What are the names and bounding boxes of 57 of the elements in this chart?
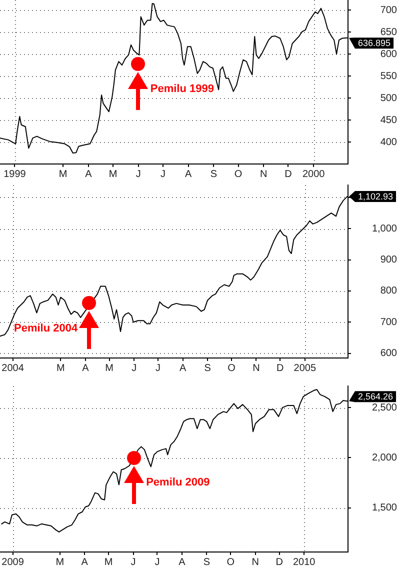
x-tick-label: J [156, 362, 161, 374]
y-tick-label: 700 [380, 4, 398, 16]
annotation: Pemilu 2009 [146, 476, 210, 489]
x-tick-label: 1999 [4, 168, 26, 180]
x-tick-label: M [104, 556, 113, 568]
x-tick-label: O [234, 168, 242, 180]
x-tick-label: A [184, 168, 192, 180]
x-tick-label: M [108, 168, 118, 180]
data-label: 1,102.93 [358, 192, 394, 202]
x-tick-label: A [178, 556, 186, 568]
y-tick-label: 900 [380, 254, 398, 266]
x-tick-label: M [58, 168, 68, 180]
x-tick-label: 2004 [2, 362, 24, 374]
y-tick-label: 2,000 [372, 452, 398, 464]
x-tick-label: O [226, 556, 235, 568]
x-tick-label: M [56, 362, 65, 374]
x-tick-label: J [154, 556, 160, 568]
x-tick-label: J [132, 362, 137, 374]
x-tick-label: 2009 [2, 556, 24, 568]
x-tick-label: O [228, 362, 236, 374]
y-tick-label: 700 [380, 316, 398, 328]
data-label: 2,564.26 [358, 392, 394, 402]
x-tick-label: N [252, 556, 260, 568]
y-tick-label: 800 [380, 286, 398, 297]
x-tick-label: S [204, 362, 212, 374]
x-tick-label: J [136, 168, 141, 180]
x-tick-label: S [210, 168, 218, 180]
x-tick-label: A [179, 362, 186, 374]
y-tick-label: 600 [380, 348, 398, 360]
x-tick-label: A [82, 362, 90, 374]
y-tick-label: 500 [380, 92, 398, 104]
annotation: Pemilu 1999 [150, 82, 214, 95]
y-tick-label: 550 [380, 70, 398, 82]
x-tick-label: A [81, 556, 88, 568]
annotation: Pemilu 2004 [14, 322, 78, 334]
x-tick-label: D [276, 362, 284, 374]
y-tick-label: 650 [380, 26, 398, 38]
x-tick-label: A [85, 168, 92, 180]
x-tick-label: M [56, 556, 64, 568]
y-tick-label: 2,500 [372, 402, 398, 414]
y-tick-label: 1,000 [372, 223, 398, 234]
x-tick-label: D [284, 168, 292, 180]
x-tick-label: N [260, 168, 268, 180]
x-tick-label: 2000 [302, 168, 326, 180]
x-tick-label: S [203, 556, 210, 568]
x-tick-label: M [105, 362, 114, 374]
y-tick-label: 600 [380, 48, 398, 60]
data-label: 636.895 [358, 38, 391, 48]
x-tick-label: J [160, 168, 166, 180]
y-tick-label: 450 [380, 114, 398, 126]
x-tick-label: D [276, 556, 283, 568]
y-tick-label: 1,500 [372, 502, 398, 514]
x-tick-label: 2010 [292, 556, 316, 568]
y-tick-label: 400 [380, 136, 398, 148]
x-tick-label: N [252, 362, 260, 374]
x-tick-label: 2005 [294, 362, 316, 374]
x-tick-label: J [130, 556, 136, 568]
